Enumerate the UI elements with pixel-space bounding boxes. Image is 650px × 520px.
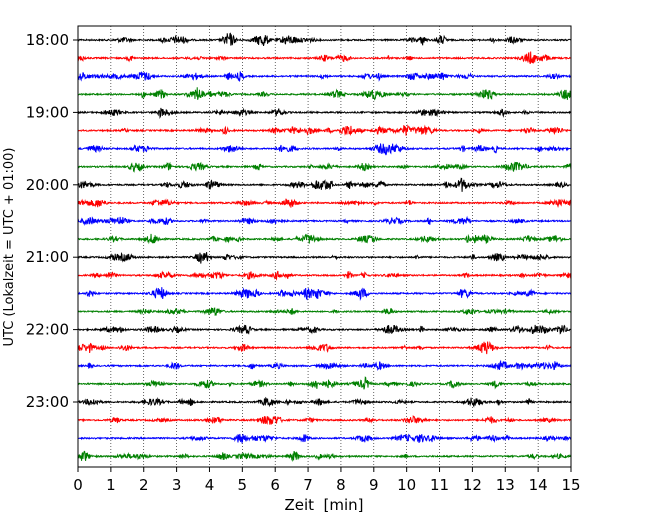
y-axis: 18:00 19:00 20:00 21:00 22:00 23:00 [26,31,78,411]
x-tick-label: 15 [561,476,580,494]
trace-row [77,233,572,245]
plot-frame [77,25,572,468]
y-tick-label: 19:00 [26,103,69,121]
y-axis-label: UTC (Lokalzeit = UTC + 01:00) [2,148,17,347]
x-tick-label: 1 [106,476,116,494]
x-tick-label: 4 [205,476,215,494]
trace-row [77,340,572,355]
x-tick-label: 11 [430,476,449,494]
trace-row [77,198,572,208]
x-tick-label: 14 [529,476,548,494]
x-axis-label: Zeit [min] [284,496,363,514]
trace-row [77,450,572,462]
trace-row [77,307,572,317]
x-axis: 0 1 2 3 4 5 6 7 8 9 10 11 12 13 14 15 [73,467,581,494]
trace-row [77,107,572,119]
x-tick-label: 0 [73,476,83,494]
trace-row [77,396,572,408]
seismic-traces [77,32,572,462]
trace-row [77,177,572,192]
trace-row [77,87,572,101]
trace-row [77,124,572,137]
x-tick-label: 13 [496,476,515,494]
x-tick-label: 5 [238,476,248,494]
y-tick-label: 20:00 [26,176,69,194]
trace-row [77,252,572,264]
trace-row [77,376,572,390]
x-tick-label: 12 [463,476,482,494]
y-tick-label: 18:00 [26,31,69,49]
y-tick-label: 21:00 [26,248,69,266]
trace-row [77,270,572,281]
x-tick-label: 3 [172,476,182,494]
trace-row [77,71,572,83]
trace-row [77,324,572,335]
trace-row [77,143,572,156]
y-tick-label: 23:00 [26,393,69,411]
x-tick-label: 9 [369,476,379,494]
trace-row [77,359,572,371]
x-tick-label: 2 [139,476,149,494]
x-tick-label: 7 [303,476,313,494]
trace-row [77,433,572,444]
trace-row [77,161,572,173]
trace-row [77,32,572,47]
trace-row [77,287,572,301]
trace-row [77,51,572,65]
trace-row [77,215,572,226]
y-tick-label: 22:00 [26,321,69,339]
x-tick-label: 10 [397,476,416,494]
x-tick-label: 8 [336,476,346,494]
trace-row [77,414,572,425]
x-tick-label: 6 [270,476,280,494]
